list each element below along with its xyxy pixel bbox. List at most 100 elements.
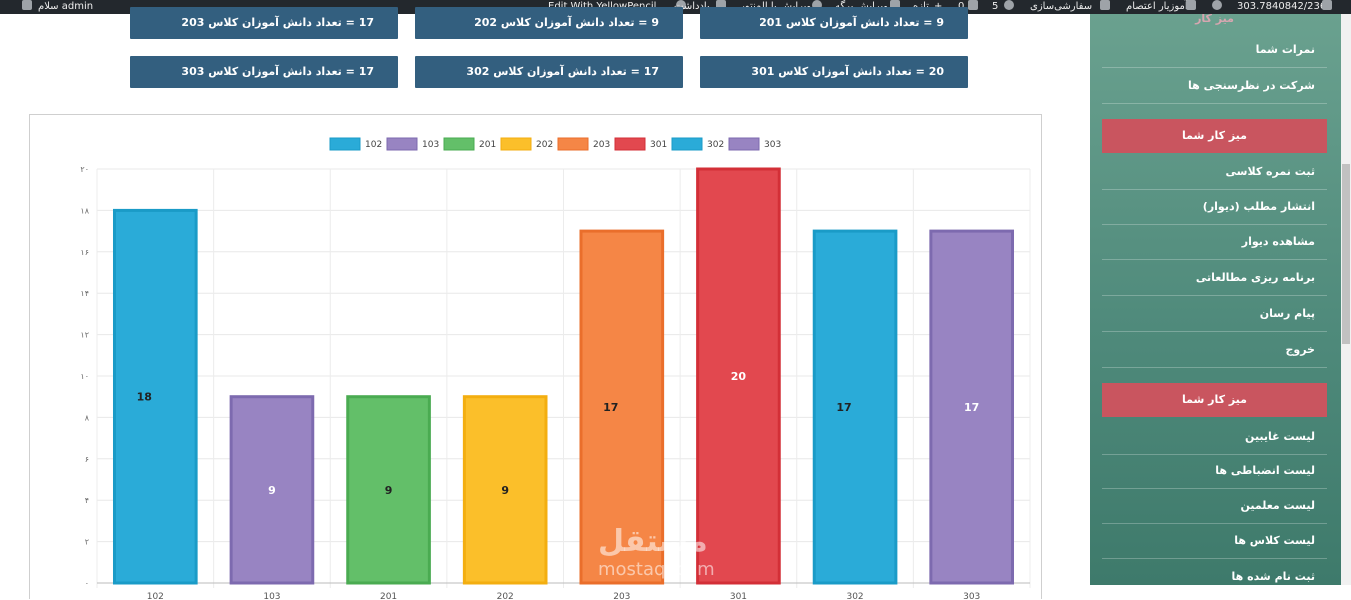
- data-label: 18: [137, 391, 152, 404]
- bar-103: [229, 395, 315, 585]
- x-tick-label: 202: [497, 592, 514, 600]
- x-tick-label: 201: [380, 592, 397, 600]
- legend-label: 203: [593, 140, 610, 150]
- x-tick-label: 301: [730, 592, 747, 600]
- legend-label: 102: [365, 140, 382, 150]
- sidebar-head-desk-2[interactable]: میز کار شما: [1102, 383, 1327, 417]
- plus-icon: +: [934, 0, 942, 14]
- stat-card-303: 17 = تعداد دانش آموزان کلاس 303: [130, 56, 398, 88]
- page-scrollbar[interactable]: [1341, 14, 1351, 585]
- elementor-icon: [812, 0, 822, 14]
- sidebar-item-class-grade[interactable]: ثبت نمره کلاسی: [1102, 154, 1327, 190]
- wordpress-icon[interactable]: [1212, 0, 1222, 14]
- edit-icon: [890, 0, 900, 14]
- pencil-icon: [676, 0, 686, 14]
- y-tick-label: ۱۰: [80, 372, 89, 381]
- data-label: 9: [501, 484, 509, 497]
- watermark-url: mostaql.com: [598, 559, 715, 580]
- site-name-link[interactable]: آموزیار اعتصام: [1126, 1, 1188, 12]
- data-label: 17: [836, 401, 851, 414]
- sidebar-item-logout[interactable]: خروج: [1102, 332, 1327, 368]
- x-tick-label: 303: [963, 592, 980, 600]
- legend-swatch-201: [443, 137, 475, 151]
- students-chart: ۰ ۲ ۴ ۶ ۸ ۱۰ ۱۲ ۱۴ ۱۶ ۱۸ ۲۰ 18 102 9 103 9 201 9 202 17 203 2…: [29, 114, 1042, 600]
- y-tick-label: ۱۸: [80, 206, 89, 215]
- sidebar-item-messenger[interactable]: پیام رسان: [1102, 296, 1327, 332]
- user-icon: [22, 0, 32, 10]
- y-tick-label: ۱۲: [80, 331, 89, 340]
- stat-card-201: 9 = تعداد دانش آموزان کلاس 201: [700, 7, 968, 39]
- y-tick-label: ۶: [85, 455, 89, 464]
- sidebar-item-polls[interactable]: شرکت در نظرسنجی ها: [1102, 68, 1327, 104]
- y-tick-label: ۲: [85, 538, 89, 547]
- yellowpencil-link[interactable]: Edit With YellowPencil: [548, 0, 656, 14]
- brush-icon: [1100, 0, 1110, 14]
- bar-303: [929, 229, 1015, 585]
- bar-302: [812, 229, 898, 585]
- edit-page-link[interactable]: ویرایش برگه: [835, 0, 888, 14]
- legend-label: 103: [422, 140, 439, 150]
- sidebar-head-desk[interactable]: میز کار شما: [1102, 119, 1327, 153]
- legend-swatch-102: [329, 137, 361, 151]
- sidebar-item-absentees[interactable]: لیست غایبین: [1102, 419, 1327, 455]
- x-tick-label: 302: [846, 592, 863, 600]
- stat-card-302: 17 = تعداد دانش آموزان کلاس 302: [415, 56, 683, 88]
- stat-card-301: 20 = تعداد دانش آموزان کلاس 301: [700, 56, 968, 88]
- y-tick-label: ۱۴: [80, 289, 89, 298]
- sidebar-item-view-wall[interactable]: مشاهده دیوار: [1102, 224, 1327, 260]
- elementor-link[interactable]: ویرایش با المنتور: [740, 0, 811, 14]
- y-tick-label: ۲۰: [80, 165, 89, 174]
- sidebar-item-registered[interactable]: ثبت نام شده ها: [1102, 559, 1327, 585]
- sidebar-item-study-plan[interactable]: برنامه ریزی مطالعاتی: [1102, 260, 1327, 296]
- customize-link[interactable]: سفارشی‌سازی: [1030, 1, 1093, 12]
- sidebar-item-teachers[interactable]: لیست معلمین: [1102, 488, 1327, 524]
- updates-icon: [1004, 0, 1014, 14]
- bar-301: [696, 167, 781, 585]
- stat-card-202: 9 = تعداد دانش آموزان کلاس 202: [415, 7, 683, 39]
- x-tick-label: 203: [613, 592, 630, 600]
- bar-102: [112, 208, 198, 585]
- y-tick-label: ۸: [85, 413, 90, 422]
- y-tick-label: ۰: [85, 579, 89, 588]
- scrollbar-thumb[interactable]: [1342, 164, 1350, 344]
- admin-avatar[interactable]: [22, 0, 32, 14]
- sidebar-item-grades[interactable]: نمرات شما: [1102, 32, 1327, 68]
- watermark-logo: مستقل: [598, 524, 708, 559]
- comment-icon: [968, 0, 978, 14]
- site-ip-link[interactable]: 303.7840842/236: [1237, 1, 1327, 12]
- data-label: 17: [964, 401, 979, 414]
- greeting-link[interactable]: سلام admin: [38, 1, 94, 12]
- legend-swatch-302: [671, 137, 703, 151]
- y-tick-label: ۴: [85, 496, 89, 505]
- legend-swatch-303: [728, 137, 760, 151]
- stat-card-203: 17 = تعداد دانش آموزان کلاس 203: [130, 7, 398, 39]
- comments-count[interactable]: 0: [958, 0, 964, 14]
- legend-swatch-203: [557, 137, 589, 151]
- data-label: 20: [731, 370, 747, 383]
- sidebar-item-discipline[interactable]: لیست انضباطی ها: [1102, 453, 1327, 489]
- data-label: 17: [603, 401, 618, 414]
- legend-label: 302: [707, 140, 724, 150]
- legend-label: 303: [764, 140, 781, 150]
- updates-count[interactable]: 5: [992, 1, 999, 12]
- legend-label: 202: [536, 140, 553, 150]
- main-content: 17 = تعداد دانش آموزان کلاس 203 9 = تعدا…: [0, 7, 1090, 600]
- bar-202: [462, 395, 548, 585]
- notes-icon: [716, 0, 726, 14]
- x-tick-label: 102: [147, 592, 164, 600]
- data-label: 9: [268, 484, 276, 497]
- notes-link[interactable]: یادداشت: [674, 1, 710, 12]
- data-label: 9: [385, 484, 393, 497]
- new-link[interactable]: تازه: [913, 0, 929, 14]
- legend-swatch-202: [500, 137, 532, 151]
- sidebar-item-publish-wall[interactable]: انتشار مطلب (دیوار): [1102, 189, 1327, 225]
- sidebar-item-classes[interactable]: لیست کلاس ها: [1102, 523, 1327, 559]
- legend-label: 301: [650, 140, 667, 150]
- bar-203: [579, 229, 665, 585]
- sidebar-head-partial[interactable]: میز کار: [1195, 14, 1234, 25]
- x-tick-label: 103: [263, 592, 280, 600]
- legend-swatch-103: [386, 137, 418, 151]
- close-icon[interactable]: [1322, 0, 1332, 14]
- bar-201: [346, 395, 431, 585]
- sidebar: میز کار نمرات شما شرکت در نظرسنجی ها میز…: [1090, 14, 1341, 585]
